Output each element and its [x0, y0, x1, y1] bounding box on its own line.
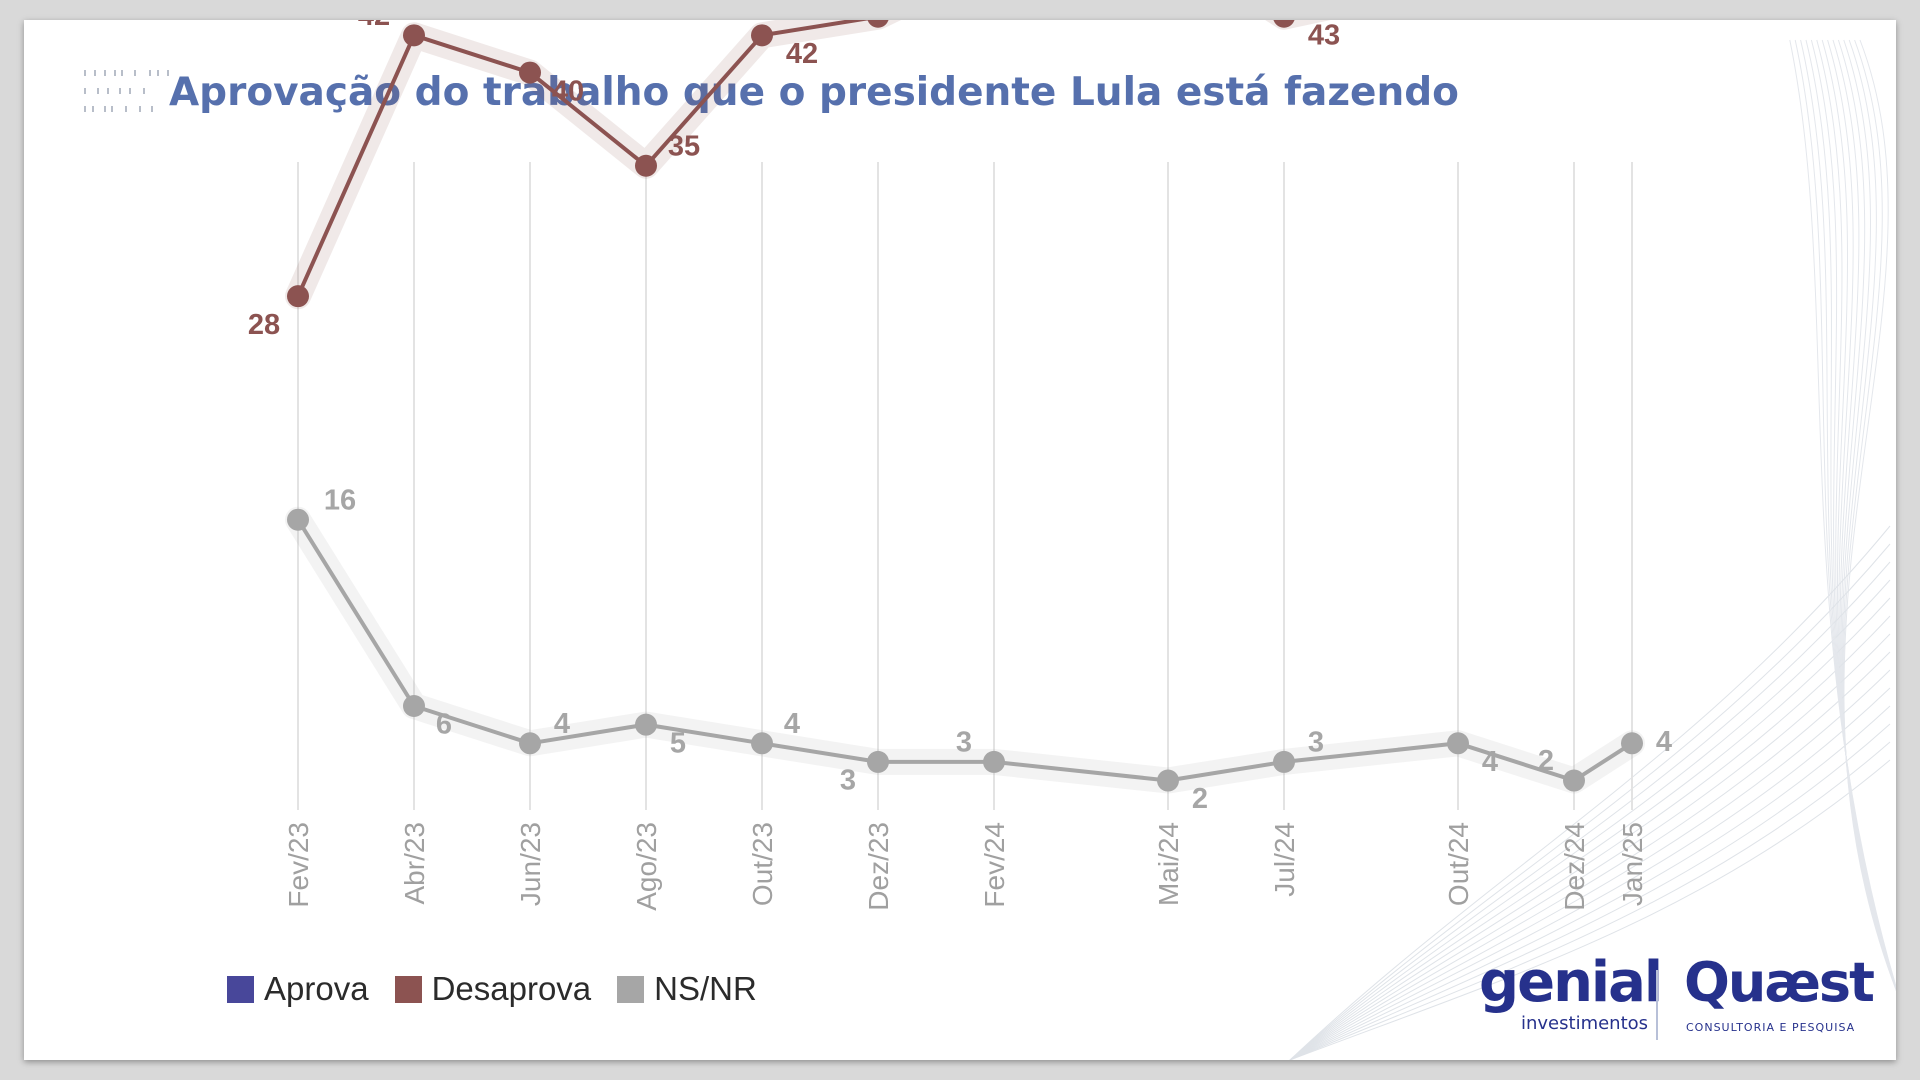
data-label-desaprova: 42: [358, 20, 390, 32]
chart-x-axis-labels: Fev/23 Abr/23 Jun/23 Ago/23 Out/23 Dez/23 Fev/…: [283, 822, 1648, 911]
data-point-nsnr: [635, 713, 657, 736]
data-label-desaprova: 42: [786, 38, 818, 70]
data-label-nsnr: 4: [1482, 746, 1498, 778]
x-tick-label: Dez/23: [863, 822, 894, 911]
data-label-nsnr: 2: [1192, 783, 1208, 815]
legend-label-aprova: Aprova: [264, 970, 369, 1007]
legend-item-desaprova: Desaprova: [394, 970, 592, 1008]
legend-item-nsnr: NS/NR: [617, 970, 757, 1008]
x-tick-label: Abr/23: [399, 822, 430, 905]
data-point-nsnr: [1563, 769, 1585, 792]
x-tick-label: Fev/24: [979, 822, 1010, 908]
data-label-nsnr: 3: [840, 765, 856, 797]
data-point-desaprova: [287, 285, 309, 308]
x-tick-label: Jul/24: [1269, 822, 1300, 897]
data-point-nsnr: [983, 750, 1005, 773]
data-point-nsnr: [403, 695, 425, 718]
data-label-nsnr: 4: [554, 708, 570, 740]
quaest-logo-main: Quæst: [1684, 951, 1875, 1014]
quaest-logo: Quæst CONSULTORIA E PESQUISA: [1684, 951, 1875, 1035]
data-label-desaprova: 40: [552, 75, 584, 107]
legend-swatch-desaprova: [394, 975, 422, 1003]
data-label-nsnr: 5: [670, 727, 686, 759]
data-label-nsnr: 16: [324, 484, 356, 516]
x-tick-label: Out/23: [747, 822, 778, 906]
legend-swatch-nsnr: [617, 975, 645, 1003]
x-tick-label: Jun/23: [515, 822, 546, 906]
legend-swatch-aprova: [227, 975, 254, 1003]
series-line-desaprova: [296, 20, 871, 298]
data-label-nsnr: 3: [956, 727, 972, 759]
data-label-nsnr: 3: [1308, 727, 1324, 759]
x-tick-label: Fev/23: [283, 822, 314, 908]
data-label-desaprova: 28: [248, 309, 280, 341]
logo-divider: [1656, 970, 1658, 1040]
data-label-nsnr: 4: [1656, 726, 1672, 758]
x-tick-label: Out/24: [1443, 822, 1474, 906]
data-point-nsnr: [1621, 732, 1643, 755]
legend-label-nsnr: NS/NR: [654, 970, 757, 1007]
data-point-nsnr: [867, 750, 889, 773]
slide: Aprovação do trabalho que o presidente L…: [24, 20, 1896, 1060]
legend-label-desaprova: Desaprova: [431, 970, 592, 1007]
x-tick-label: Mai/24: [1153, 822, 1184, 906]
data-point-desaprova: [403, 24, 425, 47]
line-chart: 5651566054545150545152472842403542434647…: [248, 20, 1896, 1060]
chart-series: [285, 20, 1645, 794]
data-label-desaprova: 35: [668, 130, 700, 162]
x-tick-label: Ago/23: [631, 822, 662, 911]
chart-grid: [297, 162, 1633, 810]
data-label-desaprova: 43: [1308, 20, 1340, 51]
data-label-nsnr: 2: [1538, 745, 1554, 777]
genial-logo-main: genial: [1479, 950, 1663, 1015]
chart-legend: Aprova Desaprova NS/NR: [227, 970, 757, 1008]
data-point-desaprova: [1273, 20, 1295, 28]
chart-data-labels: 5651566054545150545152472842403542434647…: [248, 20, 1672, 815]
background-wave-decoration: [1289, 39, 1896, 1060]
x-tick-label: Dez/24: [1559, 822, 1590, 911]
data-point-nsnr: [1447, 732, 1469, 755]
decorative-pattern: [84, 70, 169, 112]
data-point-nsnr: [751, 732, 773, 755]
data-point-nsnr: [1273, 750, 1295, 773]
data-point-desaprova: [867, 20, 889, 28]
data-point-desaprova: [635, 154, 657, 177]
data-point-nsnr: [287, 508, 309, 531]
data-label-nsnr: 6: [436, 709, 452, 741]
genial-logo: genial investimentos: [1479, 950, 1663, 1035]
genial-logo-sub: investimentos: [1521, 1013, 1649, 1034]
quaest-logo-sub: CONSULTORIA E PESQUISA: [1686, 1021, 1856, 1034]
data-point-nsnr: [1157, 769, 1179, 792]
data-label-nsnr: 4: [784, 708, 800, 740]
data-point-desaprova: [519, 61, 541, 84]
legend-item-aprova: Aprova: [227, 970, 369, 1008]
x-tick-label: Jan/25: [1617, 822, 1648, 906]
series-line-nsnr: [296, 518, 1634, 783]
data-point-nsnr: [519, 732, 541, 755]
data-point-desaprova: [751, 24, 773, 47]
